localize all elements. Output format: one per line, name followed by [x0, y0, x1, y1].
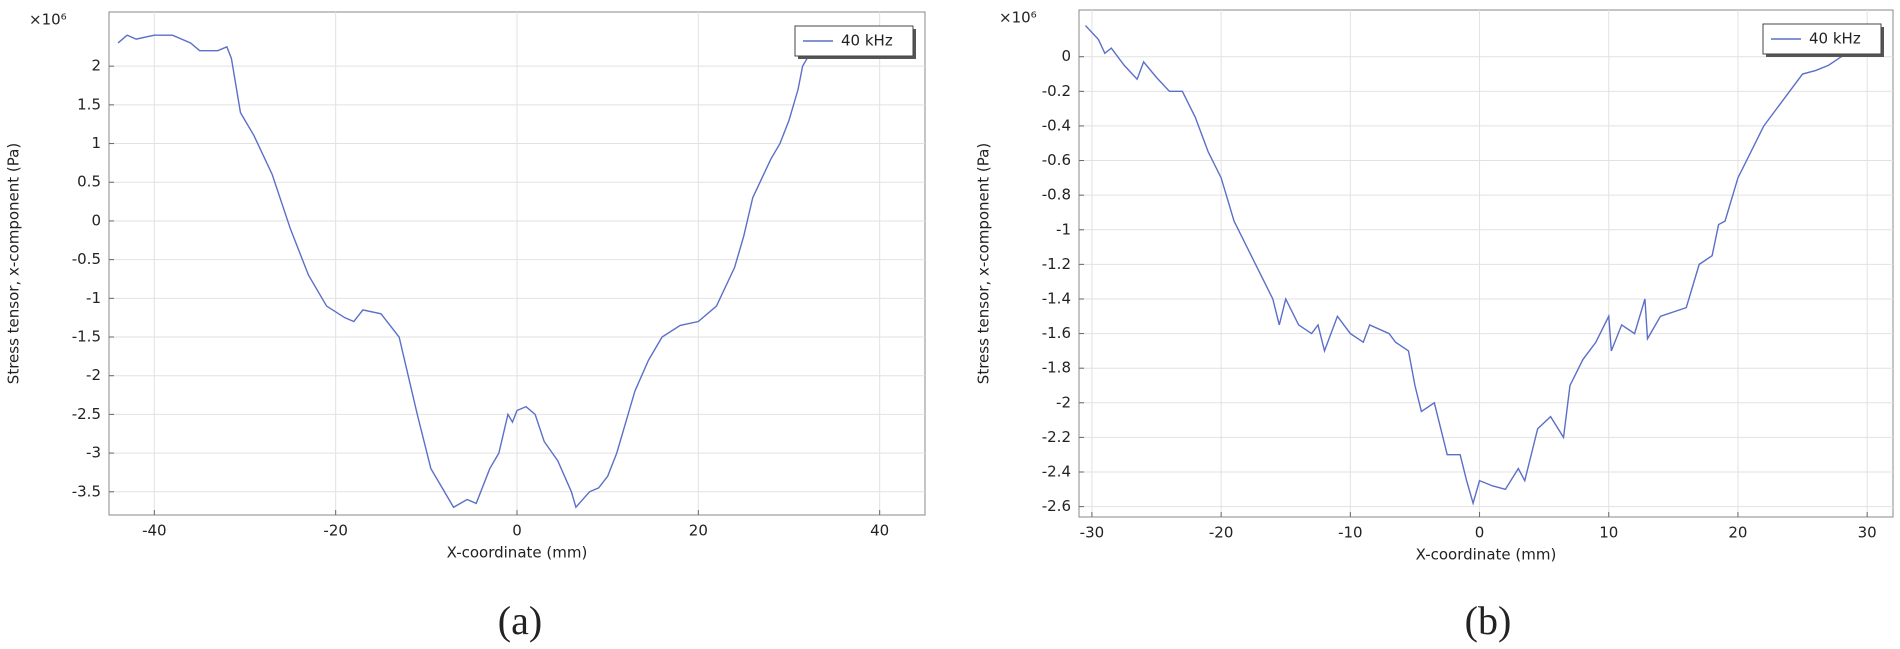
x-tick-label: 20: [1728, 524, 1747, 542]
data-line: [117, 34, 808, 509]
x-tick-label: -20: [323, 522, 348, 540]
x-tick-label: -40: [142, 522, 167, 540]
y-tick-label: -0.8: [1042, 186, 1071, 204]
x-tick-label: 10: [1599, 524, 1618, 542]
y-multiplier: ×10⁶: [999, 9, 1037, 27]
x-tick-label: 40: [870, 522, 889, 540]
y-tick-label: -1.8: [1042, 359, 1071, 377]
y-tick-label: -2.2: [1042, 428, 1071, 446]
y-tick-label: -1.2: [1042, 255, 1071, 273]
y-tick-label: 0: [91, 211, 101, 229]
data-line: [1084, 25, 1855, 506]
y-axis-label: Stress tensor, x-component (Pa): [975, 143, 993, 384]
y-tick-label: -1: [86, 289, 101, 307]
y-tick-label: -1.4: [1042, 289, 1071, 307]
y-tick-label: 2: [91, 57, 101, 75]
x-tick-label: 0: [512, 522, 522, 540]
y-tick-label: -3.5: [72, 482, 101, 500]
x-axis-label: X-coordinate (mm): [447, 544, 588, 562]
y-tick-label: -2.4: [1042, 463, 1071, 481]
legend-label: 40 kHz: [841, 32, 893, 50]
y-tick-label: 1: [91, 134, 101, 152]
x-tick-label: 30: [1858, 524, 1877, 542]
legend-label: 40 kHz: [1809, 30, 1861, 48]
y-tick-label: -1.5: [72, 328, 101, 346]
y-tick-label: -0.5: [72, 250, 101, 268]
y-tick-label: -2: [1056, 393, 1071, 411]
y-tick-label: -2.5: [72, 405, 101, 423]
y-tick-label: 0: [1061, 47, 1071, 65]
x-axis-label: X-coordinate (mm): [1416, 546, 1557, 564]
plot-area: [1078, 9, 1894, 518]
y-tick-label: -0.2: [1042, 82, 1071, 100]
x-tick-label: -30: [1080, 524, 1105, 542]
y-tick-label: -1.6: [1042, 324, 1071, 342]
y-tick-label: -3: [86, 444, 101, 462]
y-axis-label: Stress tensor, x-component (Pa): [5, 143, 23, 384]
y-tick-label: 0.5: [77, 173, 101, 191]
x-tick-label: -20: [1209, 524, 1234, 542]
y-tick-label: -1: [1056, 220, 1071, 238]
y-tick-label: 1.5: [77, 95, 101, 113]
x-tick-label: 20: [689, 522, 708, 540]
x-tick-label: -10: [1338, 524, 1363, 542]
caption: (b): [1465, 598, 1512, 643]
y-tick-label: -2: [86, 366, 101, 384]
y-multiplier: ×10⁶: [29, 11, 67, 29]
y-tick-label: -2.6: [1042, 497, 1071, 515]
y-tick-label: -0.6: [1042, 151, 1071, 169]
y-tick-label: -0.4: [1042, 116, 1071, 134]
caption: (a): [498, 598, 542, 643]
x-tick-label: 0: [1475, 524, 1485, 542]
